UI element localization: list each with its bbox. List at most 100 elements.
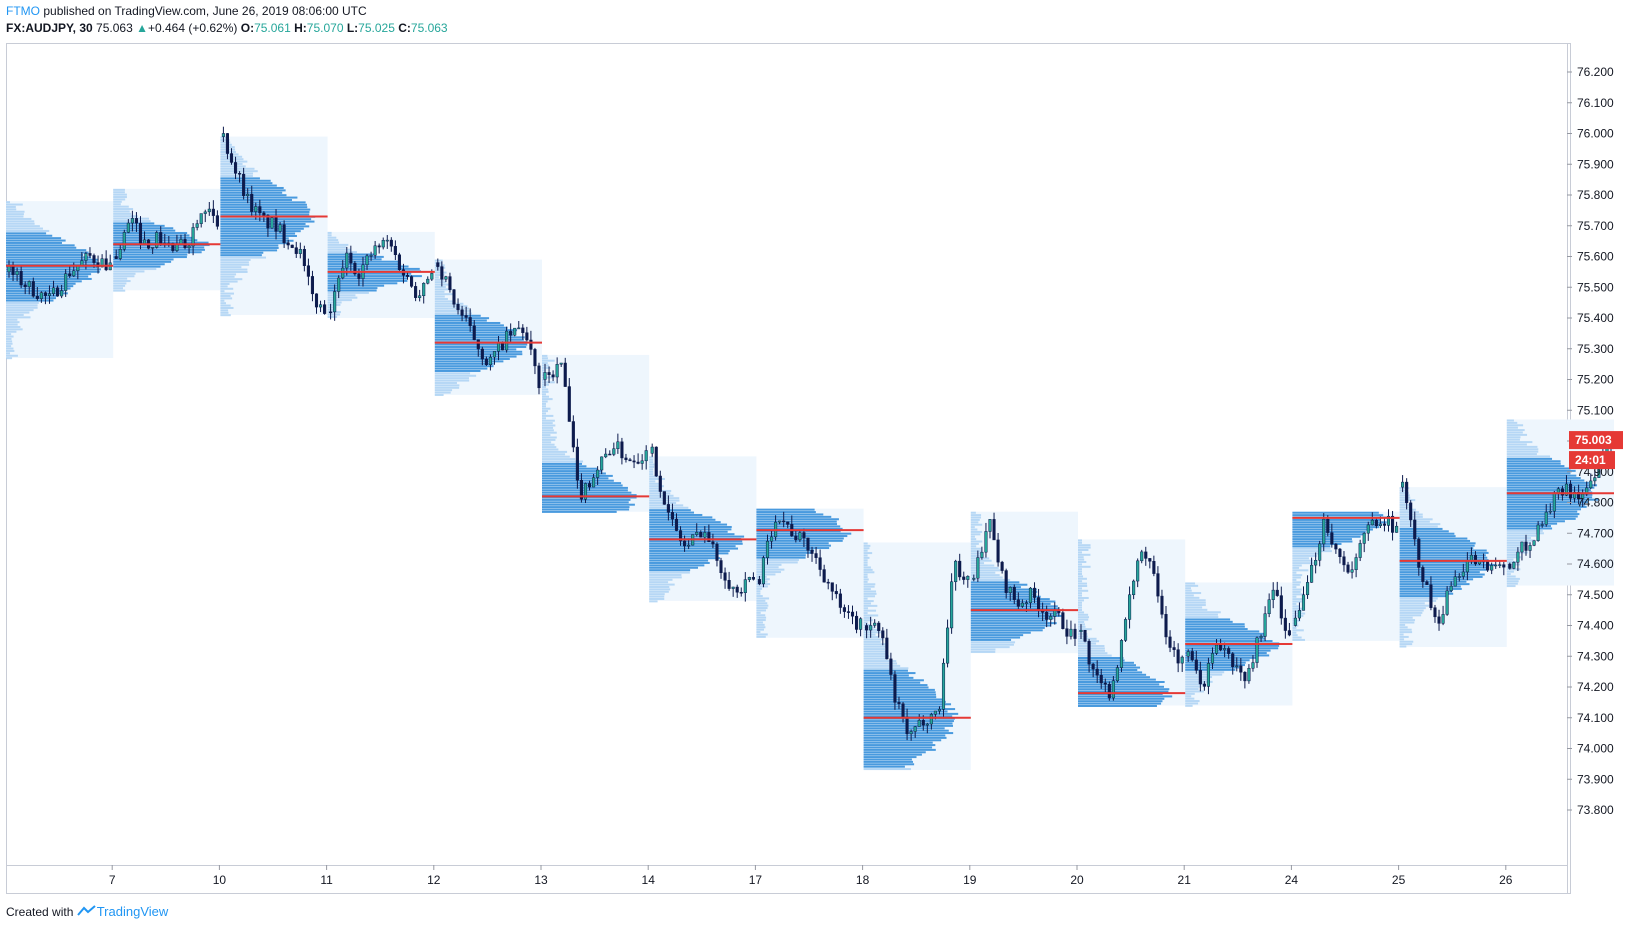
x-tick-label: 12 [427,873,441,887]
profile-row [1292,576,1301,579]
profile-row [113,193,127,196]
time-axis[interactable]: 7 10 11 12 13 14 17 18 19 20 21 24 25 26 [109,865,1513,887]
profile-row [1292,614,1304,617]
profile-row [542,436,557,439]
profile-row [327,291,369,294]
profile-row [756,561,798,564]
profile-row [756,563,782,566]
profile-row [1078,558,1085,561]
profile-row [6,244,75,247]
profile-row [6,354,18,357]
profile-row [1078,685,1164,688]
profile-row [1292,528,1373,531]
profile-row [220,263,250,266]
profile-row [649,509,691,512]
profile-row [220,153,239,156]
profile-row [1506,419,1514,422]
profile-row [1399,590,1453,593]
profile-row [649,549,730,552]
profile-row [863,588,871,591]
profile-row [6,309,34,312]
profile-row [649,485,664,488]
profile-row [756,515,832,518]
profile-row [649,571,690,574]
profile-row [542,498,631,501]
profile-row [1506,433,1528,436]
candle-body [678,530,683,542]
candle-body [885,637,889,660]
profile-row [6,265,98,268]
profile-row [970,574,1000,577]
open-value: 75.061 [254,21,291,35]
profile-row [542,390,549,393]
countdown-tag [1569,451,1615,470]
profile-row [756,544,831,547]
profile-row [220,210,310,213]
profile-row [970,607,1060,610]
profile-row [1078,673,1147,676]
profile-row [1399,573,1485,576]
profile-row [1399,602,1425,605]
profile-row [863,664,901,667]
candle-body [250,193,254,212]
profile-row [1078,556,1084,559]
profile-row [434,357,510,360]
candle-body [323,304,327,314]
profile-row [327,239,339,242]
candle-body [1095,668,1099,676]
candle-body [266,215,270,229]
profile-row [1399,619,1416,622]
profile-row [542,407,551,410]
profile-row [327,265,409,268]
profile-row [1185,644,1280,647]
profile-row [1185,618,1231,621]
candle-body [814,553,818,558]
profile-row [6,285,74,288]
candle-body [1152,561,1156,574]
candle-body [1020,602,1024,607]
candle-body [126,222,130,233]
tradingview-brand[interactable]: TradingView [96,904,169,919]
profile-row [863,638,884,641]
profile-row [1185,654,1270,657]
publisher-name[interactable]: FTMO [6,4,40,18]
candle-body [27,281,31,288]
profile-row [863,542,868,545]
profile-row [1078,645,1105,647]
x-tick-label: 14 [642,873,656,887]
candle-body [23,284,27,288]
profile-row [220,172,254,175]
candle-body [405,275,410,277]
profile-row [863,688,935,691]
profile-row [113,229,176,232]
candle-body [262,212,266,216]
y-tick-label: 75.300 [1577,342,1614,356]
profile-row [863,619,873,622]
profile-row [970,530,983,533]
candle-body [195,223,199,228]
profile-row [220,184,277,187]
profile-row [756,590,761,593]
profile-row [756,554,806,557]
candle-body [488,356,492,365]
candle-body [715,543,719,561]
profile-row [863,715,953,718]
profile-row [1078,705,1157,707]
profile-row [970,564,995,567]
profile-row [970,547,982,550]
profile-row [1185,678,1210,681]
profile-row [434,305,468,308]
profile-row [542,470,603,473]
profile-row [434,293,456,296]
open-label: O: [240,21,255,35]
profile-row [1292,590,1301,593]
profile-row [970,533,981,536]
candle-body [600,456,604,471]
profile-row [1292,554,1318,557]
price-axis[interactable]: 76.200 76.100 76.000 75.900 75.800 75.700 75.6… [1567,65,1614,817]
candle-body [567,386,571,422]
profile-row [542,422,553,425]
profile-row [1399,537,1468,540]
candle-body [992,519,996,541]
